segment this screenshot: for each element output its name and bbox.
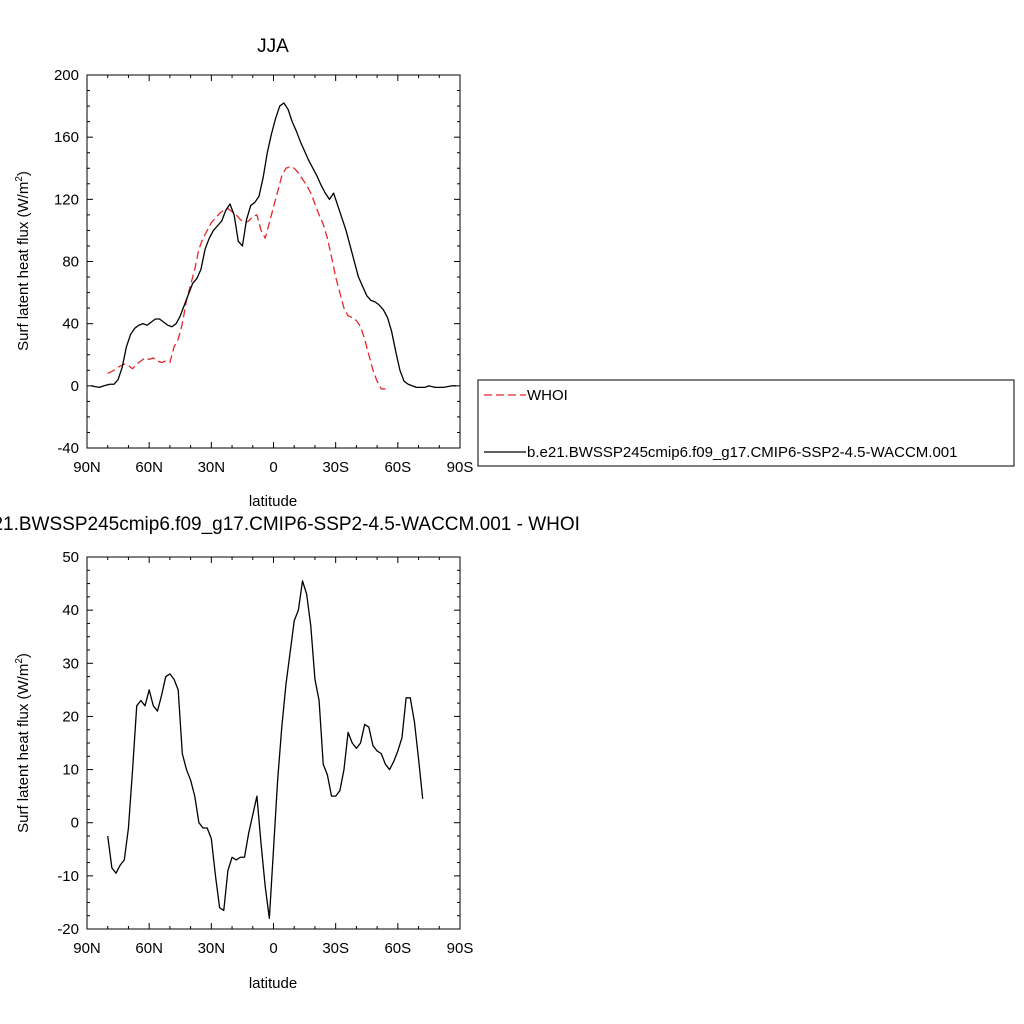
x-tick-label: 0 — [269, 459, 277, 476]
y-tick-label: 80 — [62, 254, 79, 271]
y-tick-label: 40 — [62, 602, 79, 619]
y-tick-label: 40 — [62, 316, 79, 333]
panel-bottom-difference: b.e21.BWSSP245cmip6.f09_g17.CMIP6-SSP2-4… — [0, 514, 580, 992]
x-tick-label: 90S — [447, 459, 474, 476]
series-line-top-1 — [91, 102, 456, 389]
x-tick-label: 60N — [135, 459, 163, 476]
x-tick-label: 90N — [73, 459, 101, 476]
x-tick-label: 30S — [322, 940, 349, 957]
y-tick-label: 0 — [71, 815, 79, 832]
y-tick-label: -40 — [57, 440, 79, 457]
series-line-top-0 — [107, 166, 386, 390]
series-group-bottom — [107, 580, 424, 920]
series-group-top — [91, 102, 456, 390]
plot-frame-bottom — [86, 556, 461, 930]
chart-title-difference: b.e21.BWSSP245cmip6.f09_g17.CMIP6-SSP2-4… — [0, 514, 580, 535]
series-line-bottom-0 — [107, 580, 424, 920]
y-tick-label: 200 — [54, 67, 79, 84]
x-tick-label: 30N — [198, 459, 226, 476]
tick-marks-top: 90N 60N 30N 0 30S 60S 90S -40 0 40 80 120 160 200 — [54, 67, 473, 476]
x-tick-label: 30N — [198, 940, 226, 957]
legend-label-whoi: WHOI — [527, 387, 568, 404]
y-tick-label: -10 — [57, 868, 79, 885]
chart-title-jja: JJA — [257, 36, 289, 57]
x-tick-label: 0 — [269, 940, 277, 957]
y-tick-label: 120 — [54, 191, 79, 208]
panel-top-jja: JJA 90N 60N 30N 0 30S 60S 90S -40 0 40 80 120 160 200… — [14, 36, 473, 510]
legend-label-model: b.e21.BWSSP245cmip6.f09_g17.CMIP6-SSP2-4… — [527, 444, 957, 461]
x-tick-label: 90N — [73, 940, 101, 957]
y-tick-label: 20 — [62, 708, 79, 725]
x-axis-title-top: latitude — [249, 493, 297, 510]
x-tick-label: 60S — [384, 459, 411, 476]
x-tick-label: 30S — [322, 459, 349, 476]
y-tick-label: 50 — [62, 549, 79, 566]
y-axis-title-bottom: Surf latent heat flux (W/m2) — [14, 653, 32, 833]
y-tick-label: -20 — [57, 921, 79, 938]
x-axis-title-bottom: latitude — [249, 975, 297, 992]
x-tick-label: 90S — [447, 940, 474, 957]
tick-marks-bottom: 90N 60N 30N 0 30S 60S 90S -20 -10 0 10 20 30 40 50 — [57, 549, 473, 957]
plot-frame-top — [86, 74, 461, 449]
y-tick-label: 30 — [62, 655, 79, 672]
legend: WHOI b.e21.BWSSP245cmip6.f09_g17.CMIP6-S… — [477, 379, 1015, 467]
x-tick-label: 60N — [135, 940, 163, 957]
y-tick-label: 10 — [62, 762, 79, 779]
legend-box — [477, 379, 1015, 467]
y-tick-label: 160 — [54, 129, 79, 146]
y-axis-title-top: Surf latent heat flux (W/m2) — [14, 171, 32, 351]
x-tick-label: 60S — [384, 940, 411, 957]
y-tick-label: 0 — [71, 378, 79, 395]
